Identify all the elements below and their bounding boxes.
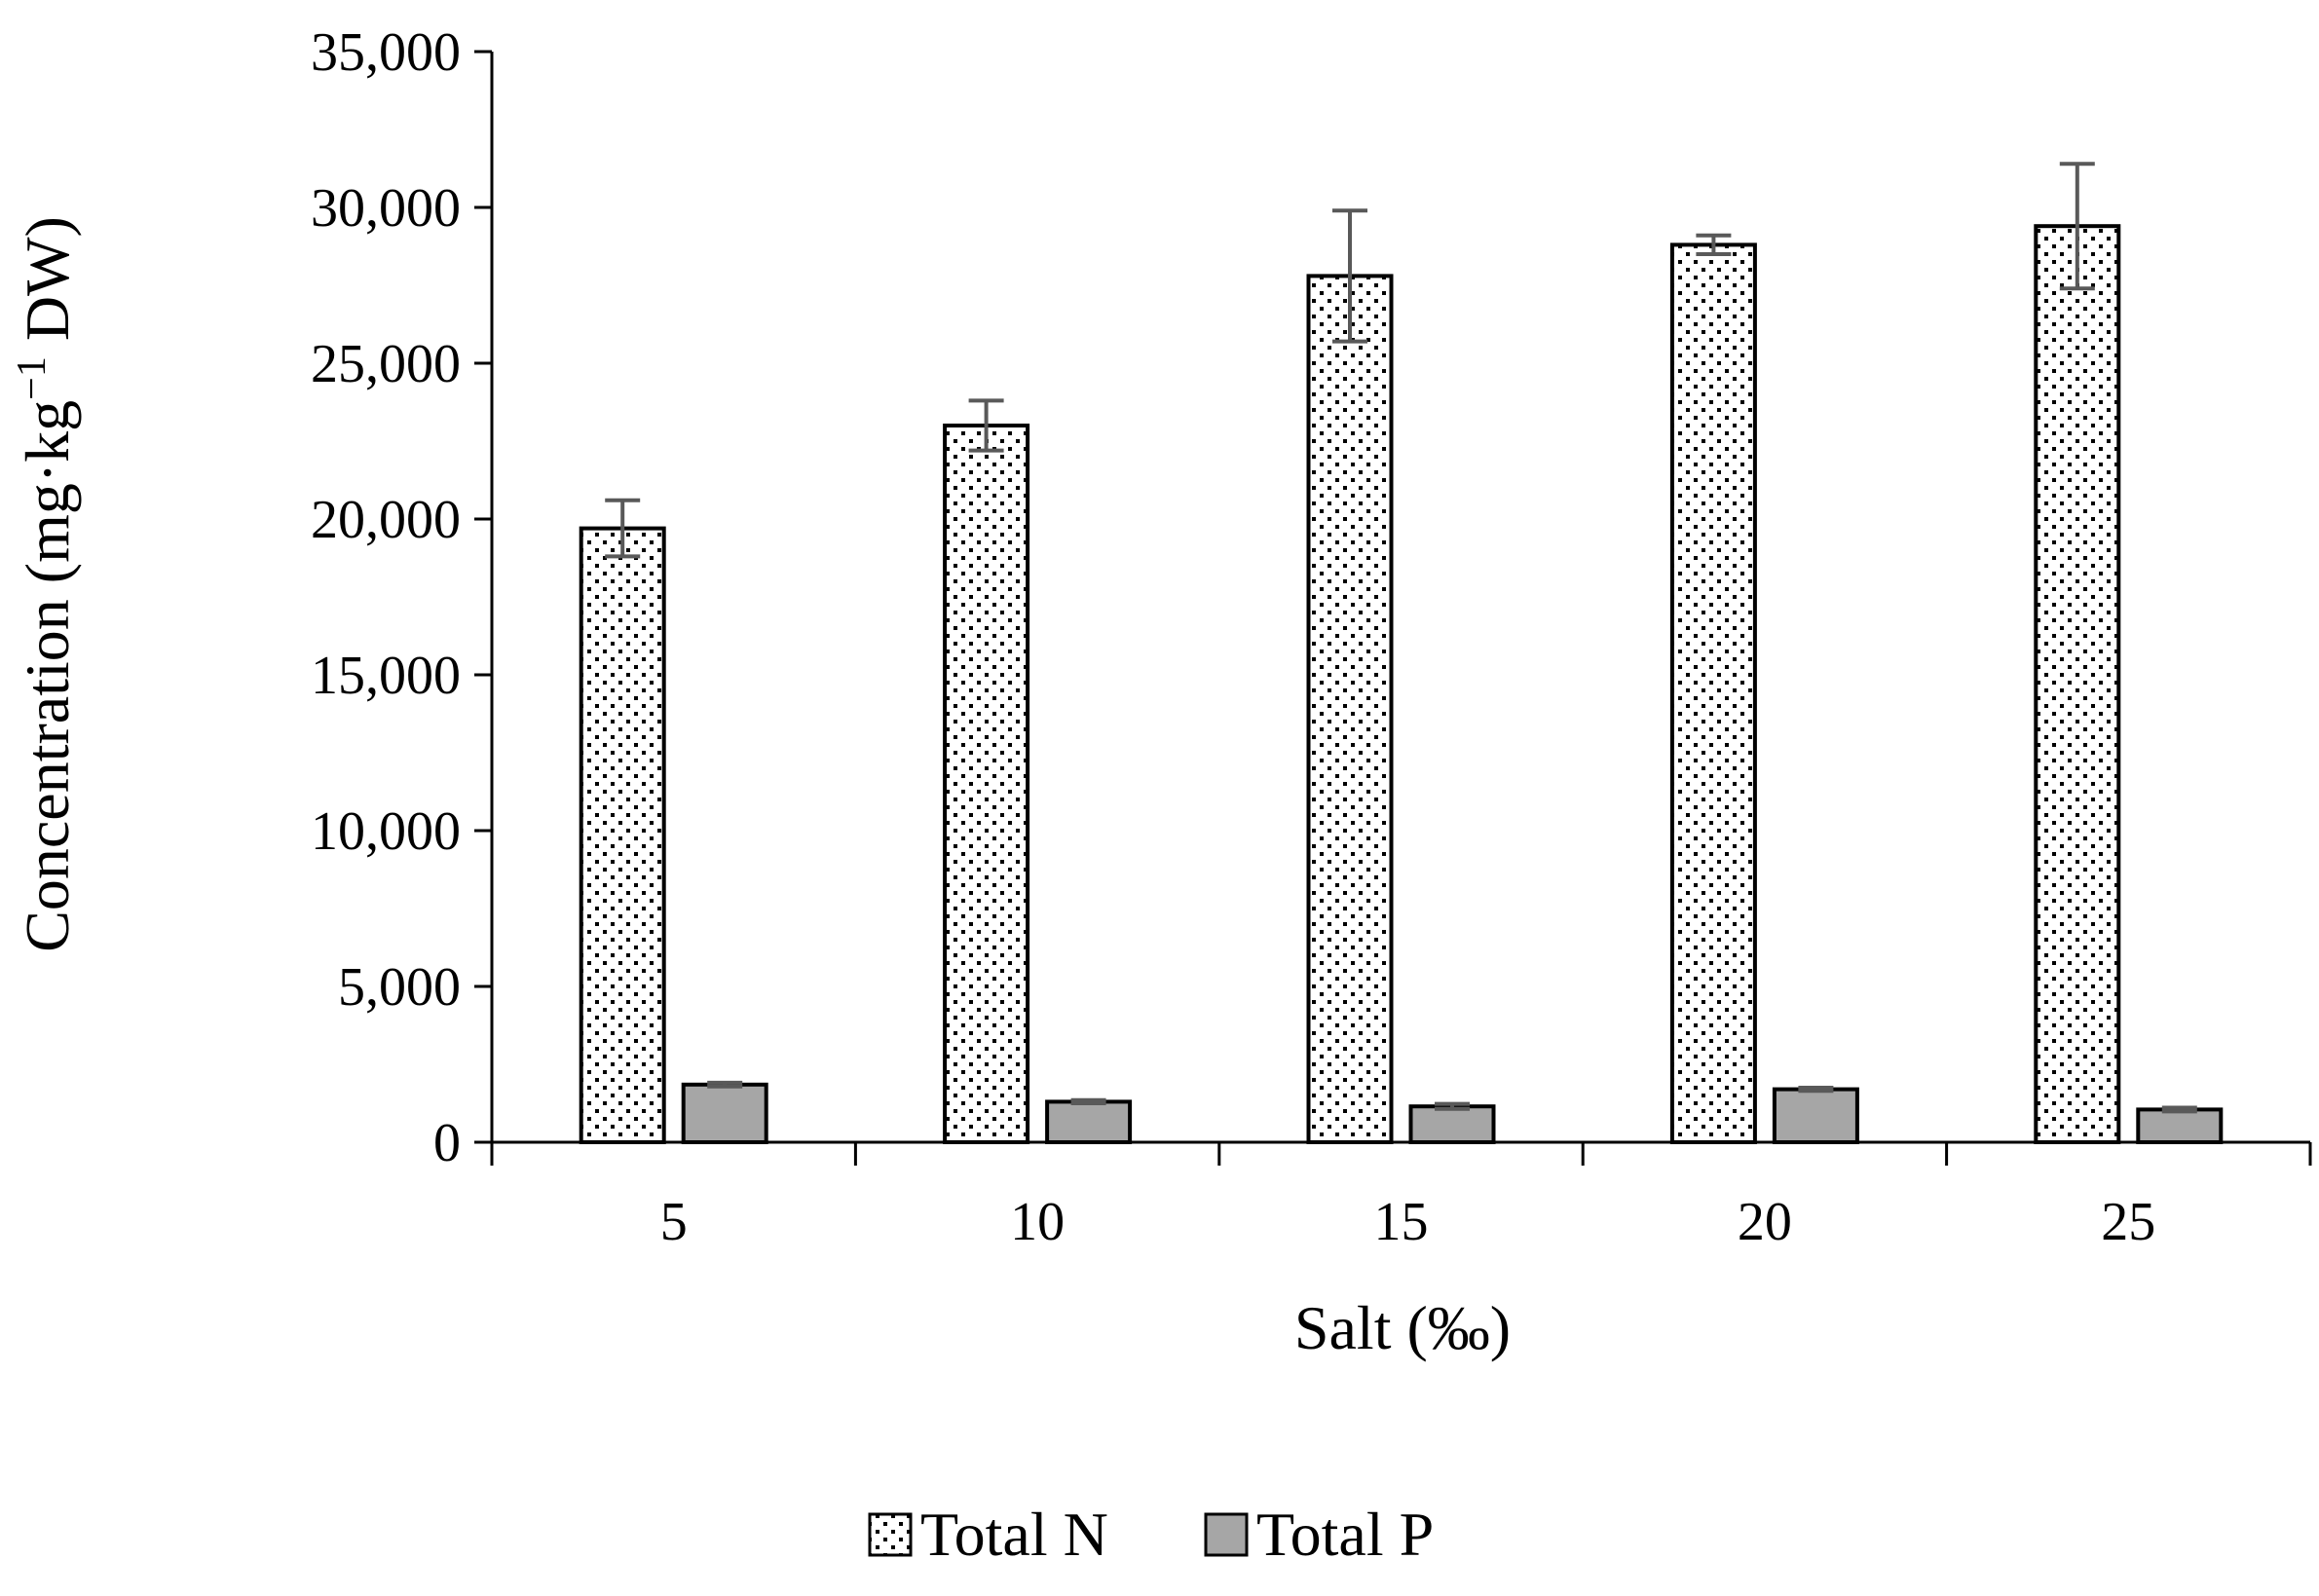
x-tick-label: 10: [1010, 1192, 1065, 1252]
x-axis: 5 10 15 20 25: [490, 1140, 2312, 1252]
bar-total-n: [1306, 274, 1394, 1144]
x-tick-label: 5: [660, 1192, 688, 1252]
y-axis-title-main: Concentration (mg·kg: [13, 400, 82, 952]
legend-label-total-n: Total N: [920, 1500, 1108, 1569]
y-tick-label: 25,000: [311, 334, 461, 394]
bars: [579, 224, 2224, 1145]
legend-label-total-p: Total P: [1256, 1500, 1434, 1569]
x-tick-label: 20: [1738, 1192, 1792, 1252]
bar-total-p: [1408, 1104, 1496, 1144]
x-axis-title: Salt (‰): [1294, 1293, 1511, 1362]
x-tick-label: 15: [1374, 1192, 1429, 1252]
y-axis-title-tail: DW): [13, 216, 82, 356]
legend: Total N Total P: [868, 1500, 1434, 1569]
bar-total-n: [943, 424, 1030, 1144]
y-tick-label: 0: [433, 1113, 461, 1173]
y-axis: 0 5,000 10,000 15,000 20,000 25,000 30,000 35,0…: [311, 22, 494, 1173]
bar-total-n: [579, 526, 666, 1144]
legend-swatch-total-p: [1204, 1512, 1249, 1557]
y-tick-label: 5,000: [338, 957, 461, 1018]
error-bars: [605, 162, 2197, 1114]
bar-total-p: [681, 1082, 768, 1145]
y-axis-title-superscript: −1: [10, 356, 55, 400]
legend-swatch-total-n: [868, 1512, 913, 1557]
bar-total-p: [1772, 1087, 1859, 1144]
y-tick-label: 20,000: [311, 490, 461, 550]
y-tick-label: 15,000: [311, 646, 461, 706]
bar-total-p: [1045, 1099, 1133, 1145]
y-tick-label: 35,000: [311, 22, 461, 83]
bar-total-n: [1669, 242, 1757, 1144]
y-tick-label: 10,000: [311, 801, 461, 862]
y-tick-label: 30,000: [311, 178, 461, 239]
bar-total-n: [2034, 224, 2121, 1144]
bar-total-p: [2136, 1107, 2224, 1145]
x-tick-label: 25: [2101, 1192, 2155, 1252]
y-axis-title: Concentration (mg·kg−1 DW): [10, 216, 82, 952]
